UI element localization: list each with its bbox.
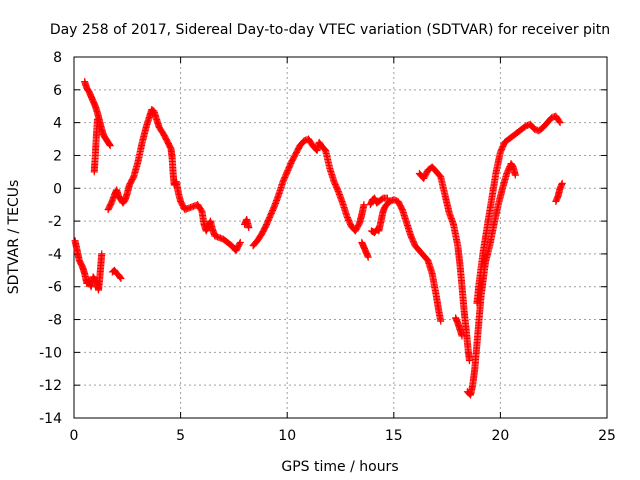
data-point-marker (116, 273, 124, 281)
data-series-segment (81, 78, 114, 150)
x-tick-label: 15 (385, 428, 403, 444)
x-tick-label: 5 (176, 428, 185, 444)
y-tick-label: -14 (39, 411, 62, 427)
x-axis-label: GPS time / hours (281, 459, 398, 475)
data-point-marker (556, 119, 564, 127)
y-tick-label: -8 (48, 313, 62, 329)
data-point-marker (555, 117, 563, 125)
y-axis-label: SDTVAR / TECUs (6, 180, 22, 295)
data-series-segment (452, 314, 466, 340)
data-points (71, 78, 566, 399)
plot-frame (73, 56, 608, 419)
data-point-marker (93, 115, 101, 123)
data-point-marker (236, 238, 244, 246)
data-point-marker (511, 171, 519, 179)
data-point-marker (98, 250, 106, 258)
data-series-segment (71, 237, 106, 294)
data-point-marker (437, 317, 445, 325)
data-series-segment (249, 135, 368, 250)
x-tick-label: 25 (598, 428, 616, 444)
data-series-segment (552, 179, 566, 205)
y-tick-label: 4 (53, 116, 62, 132)
y-tick-label: 2 (53, 148, 62, 164)
y-tick-label: -12 (39, 378, 62, 394)
data-series-segment (366, 194, 391, 209)
x-tick-label: 0 (70, 428, 79, 444)
data-series-segment (108, 266, 125, 283)
x-tick-label: 20 (491, 428, 509, 444)
y-tick-label: -2 (48, 214, 62, 230)
data-point-marker (364, 253, 372, 261)
axis-ticks: 0 5 10 15 20 25 -14 -12 -10 -8 -6 -4 -2 0 2 4 6 8 (39, 50, 616, 444)
y-tick-label: 6 (53, 83, 62, 99)
data-point-marker (245, 224, 253, 232)
data-series-segment (358, 238, 372, 261)
data-series-segment (473, 112, 564, 307)
data-series-segment (415, 163, 473, 365)
data-point-marker (106, 142, 114, 150)
data-series-segment (367, 196, 445, 325)
data-point-marker (117, 275, 125, 283)
data-series-segment (90, 115, 101, 176)
data-series-segment (104, 106, 244, 255)
y-tick-label: -6 (48, 280, 62, 296)
data-point-marker (236, 240, 244, 248)
x-tick-label: 10 (278, 428, 296, 444)
data-series-segment (241, 215, 253, 232)
data-point-marker (458, 332, 466, 340)
data-point-marker (558, 179, 566, 187)
chart-title: Day 258 of 2017, Sidereal Day-to-day VTE… (50, 22, 610, 38)
data-point-marker (465, 357, 473, 365)
y-tick-label: 0 (53, 181, 62, 197)
y-tick-label: 8 (53, 50, 62, 66)
y-tick-label: -4 (48, 247, 62, 263)
data-point-marker (383, 194, 391, 202)
data-point-marker (360, 201, 368, 209)
data-series-segment (463, 160, 519, 399)
data-point-marker (106, 141, 114, 149)
y-tick-label: -10 (39, 345, 62, 361)
